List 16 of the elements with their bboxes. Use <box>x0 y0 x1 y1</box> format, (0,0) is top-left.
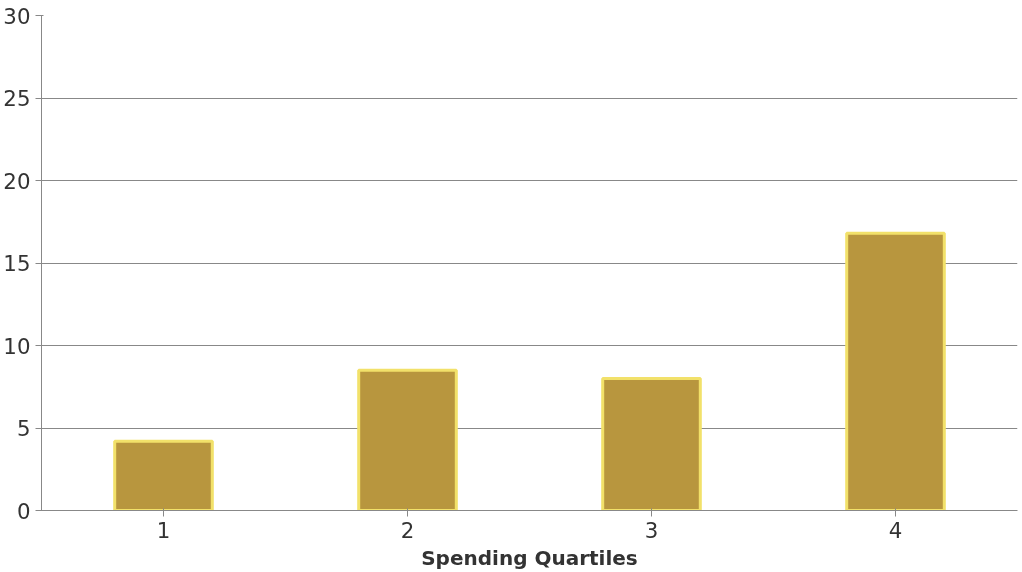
y-tick-label: 5 <box>16 416 31 441</box>
x-tick-label: 3 <box>644 517 659 543</box>
y-tick-label: 15 <box>3 251 31 276</box>
x-tick-label: 1 <box>156 517 171 543</box>
y-tick-label: 10 <box>3 333 31 359</box>
bar <box>113 439 214 511</box>
bar <box>601 377 702 511</box>
y-tick-label: 0 <box>16 498 31 524</box>
bar <box>845 231 946 511</box>
x-tick-label: 4 <box>888 517 903 543</box>
y-tick-label: 20 <box>3 168 31 194</box>
x-axis-title: Spending Quartiles <box>421 545 638 570</box>
y-tick-label: 30 <box>3 3 31 29</box>
bar <box>357 368 458 511</box>
y-tick-label: 25 <box>3 86 31 111</box>
x-tick-label: 2 <box>400 517 415 543</box>
